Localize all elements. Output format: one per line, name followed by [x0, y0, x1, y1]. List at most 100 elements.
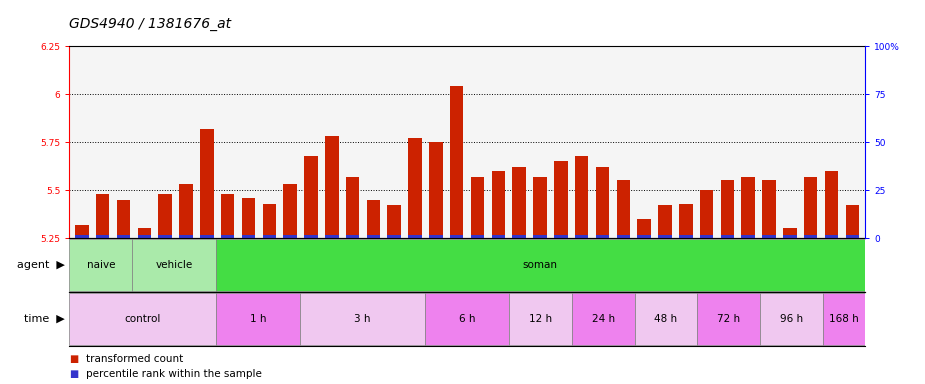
Bar [158, 194, 172, 238]
Bar [697, 293, 760, 344]
Bar [158, 235, 172, 238]
Text: agent  ▶: agent ▶ [17, 260, 65, 270]
Bar [117, 200, 130, 238]
Bar [366, 200, 380, 238]
Bar [283, 184, 297, 238]
Text: percentile rank within the sample: percentile rank within the sample [86, 369, 262, 379]
Bar [509, 293, 572, 344]
Text: time  ▶: time ▶ [24, 314, 65, 324]
Bar [783, 228, 796, 238]
Bar [617, 180, 630, 238]
Text: 168 h: 168 h [829, 314, 858, 324]
Bar [300, 293, 426, 344]
Bar [75, 235, 89, 238]
Bar [69, 239, 132, 291]
Bar [512, 167, 526, 238]
Bar [533, 235, 547, 238]
Bar [117, 235, 130, 238]
Bar [760, 293, 823, 344]
Bar [96, 235, 109, 238]
Bar [512, 235, 526, 238]
Bar [216, 293, 300, 344]
Bar [637, 219, 651, 238]
Bar [325, 235, 339, 238]
Bar [783, 235, 796, 238]
Bar [823, 293, 865, 344]
Bar [742, 235, 755, 238]
Bar [179, 184, 192, 238]
Text: GDS4940 / 1381676_at: GDS4940 / 1381676_at [69, 17, 231, 31]
Text: 96 h: 96 h [780, 314, 803, 324]
Bar [762, 235, 776, 238]
Text: 3 h: 3 h [354, 314, 371, 324]
Bar [572, 293, 635, 344]
Bar [804, 235, 818, 238]
Bar [346, 177, 359, 238]
Text: 24 h: 24 h [592, 314, 615, 324]
Text: 1 h: 1 h [250, 314, 266, 324]
Bar [762, 180, 776, 238]
Bar [491, 171, 505, 238]
Bar [575, 156, 588, 238]
Bar [429, 142, 443, 238]
Bar [366, 235, 380, 238]
Bar [138, 228, 151, 238]
Bar [491, 235, 505, 238]
Bar [575, 235, 588, 238]
Bar [241, 235, 255, 238]
Bar [388, 235, 401, 238]
Bar [429, 235, 443, 238]
Bar [221, 235, 234, 238]
Text: 12 h: 12 h [529, 314, 552, 324]
Bar [325, 136, 339, 238]
Bar [283, 235, 297, 238]
Bar [804, 177, 818, 238]
Bar [263, 235, 276, 238]
Text: ■: ■ [69, 354, 79, 364]
Bar [825, 235, 838, 238]
Text: 72 h: 72 h [717, 314, 740, 324]
Bar [617, 235, 630, 238]
Bar [825, 171, 838, 238]
Bar [388, 205, 401, 238]
Bar [533, 177, 547, 238]
Text: 6 h: 6 h [459, 314, 475, 324]
Bar [221, 194, 234, 238]
Text: control: control [125, 314, 161, 324]
Bar [659, 235, 672, 238]
Bar [679, 204, 693, 238]
Bar [742, 177, 755, 238]
Bar [408, 235, 422, 238]
Text: transformed count: transformed count [86, 354, 183, 364]
Bar [596, 167, 610, 238]
Bar [200, 129, 214, 238]
Bar [96, 194, 109, 238]
Bar [596, 235, 610, 238]
Bar [75, 225, 89, 238]
Bar [450, 235, 463, 238]
Bar [635, 293, 697, 344]
Bar [216, 239, 865, 291]
Bar [554, 161, 568, 238]
Bar [138, 235, 151, 238]
Bar [241, 198, 255, 238]
Bar [659, 205, 672, 238]
Bar [471, 177, 485, 238]
Bar [304, 156, 317, 238]
Bar [845, 235, 859, 238]
Text: soman: soman [523, 260, 558, 270]
Text: vehicle: vehicle [155, 260, 192, 270]
Bar [679, 235, 693, 238]
Text: naive: naive [87, 260, 115, 270]
Bar [471, 235, 485, 238]
Bar [69, 293, 216, 344]
Bar [721, 235, 734, 238]
Bar [304, 235, 317, 238]
Text: ■: ■ [69, 369, 79, 379]
Bar [179, 235, 192, 238]
Bar [845, 205, 859, 238]
Bar [637, 235, 651, 238]
Bar [721, 180, 734, 238]
Bar [700, 190, 713, 238]
Bar [450, 86, 463, 238]
